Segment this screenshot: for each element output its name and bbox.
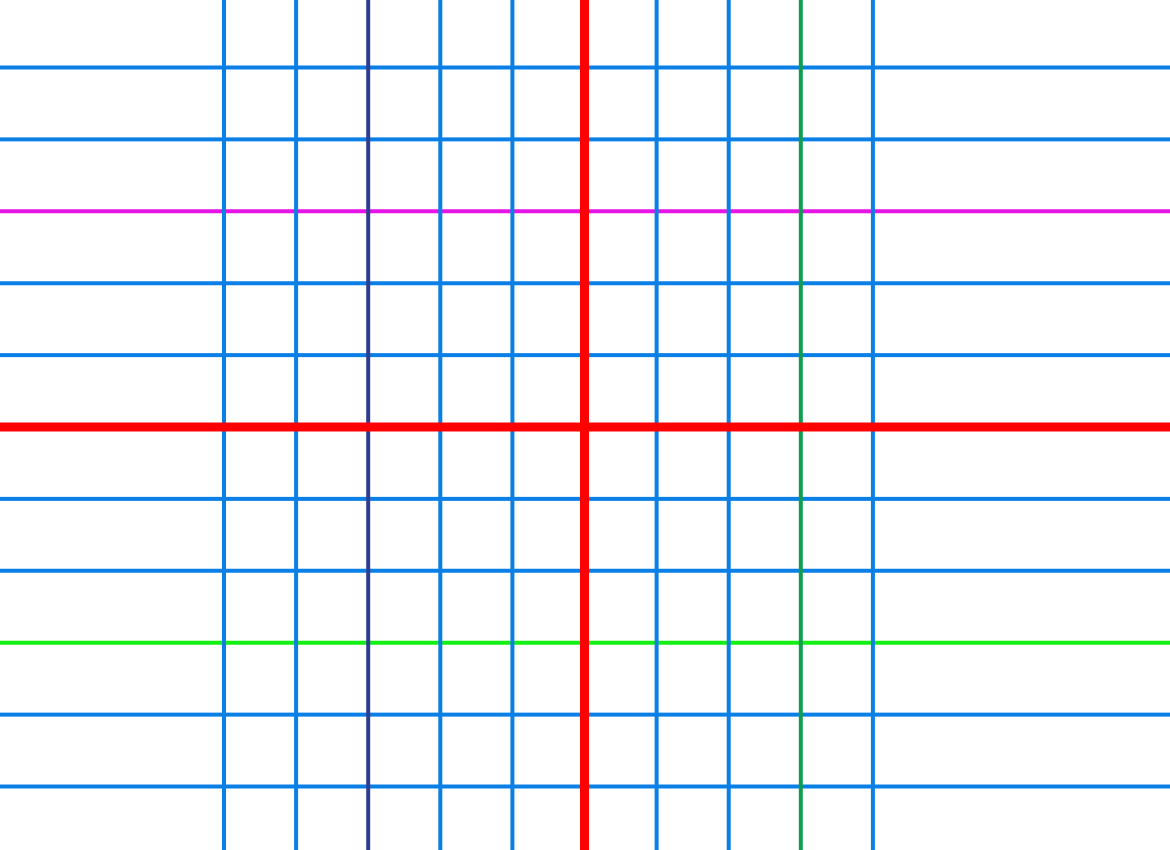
axis-lines-group xyxy=(0,0,1170,850)
line-grid-canvas xyxy=(0,0,1170,850)
